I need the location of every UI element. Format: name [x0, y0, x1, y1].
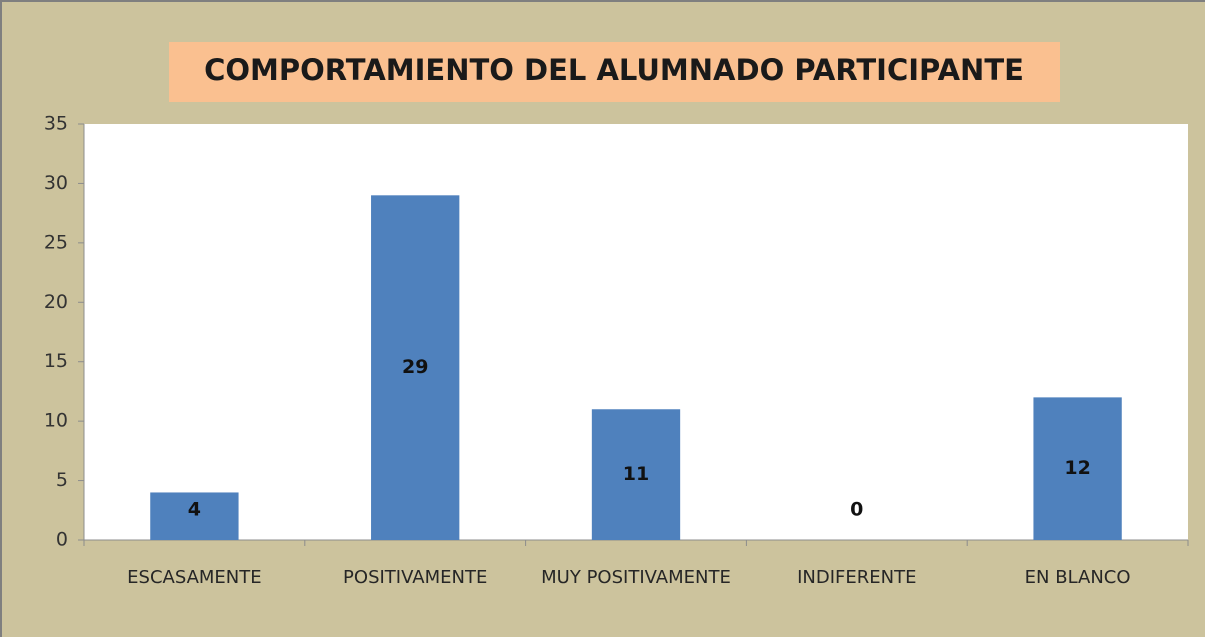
y-tick-label: 15 — [44, 350, 68, 372]
y-tick-label: 10 — [44, 410, 68, 432]
x-tick-label: ESCASAMENTE — [127, 567, 262, 588]
value-label: 12 — [1064, 457, 1090, 479]
y-tick-label: 35 — [44, 113, 68, 135]
y-tick-label: 0 — [56, 529, 68, 551]
bar — [591, 409, 681, 540]
value-label: 29 — [402, 356, 428, 378]
bar — [371, 195, 460, 541]
x-tick-label: EN BLANCO — [1024, 567, 1131, 588]
chart-title: COMPORTAMIENTO DEL ALUMNADO PARTICIPANTE — [204, 53, 1024, 87]
value-label: 11 — [623, 463, 649, 485]
x-tick-label: POSITIVAMENTE — [343, 567, 488, 588]
y-tick-label: 20 — [44, 291, 68, 313]
bar — [1033, 397, 1122, 540]
title-box — [169, 42, 1060, 102]
y-tick-label: 5 — [56, 469, 68, 491]
x-tick-label: MUY POSITIVAMENTE — [541, 567, 731, 588]
value-label: 4 — [188, 499, 201, 521]
y-tick-label: 30 — [44, 172, 68, 194]
bar — [150, 492, 239, 540]
value-label: 0 — [850, 499, 863, 521]
y-tick-label: 25 — [44, 231, 68, 253]
x-tick-label: INDIFERENTE — [797, 567, 917, 588]
